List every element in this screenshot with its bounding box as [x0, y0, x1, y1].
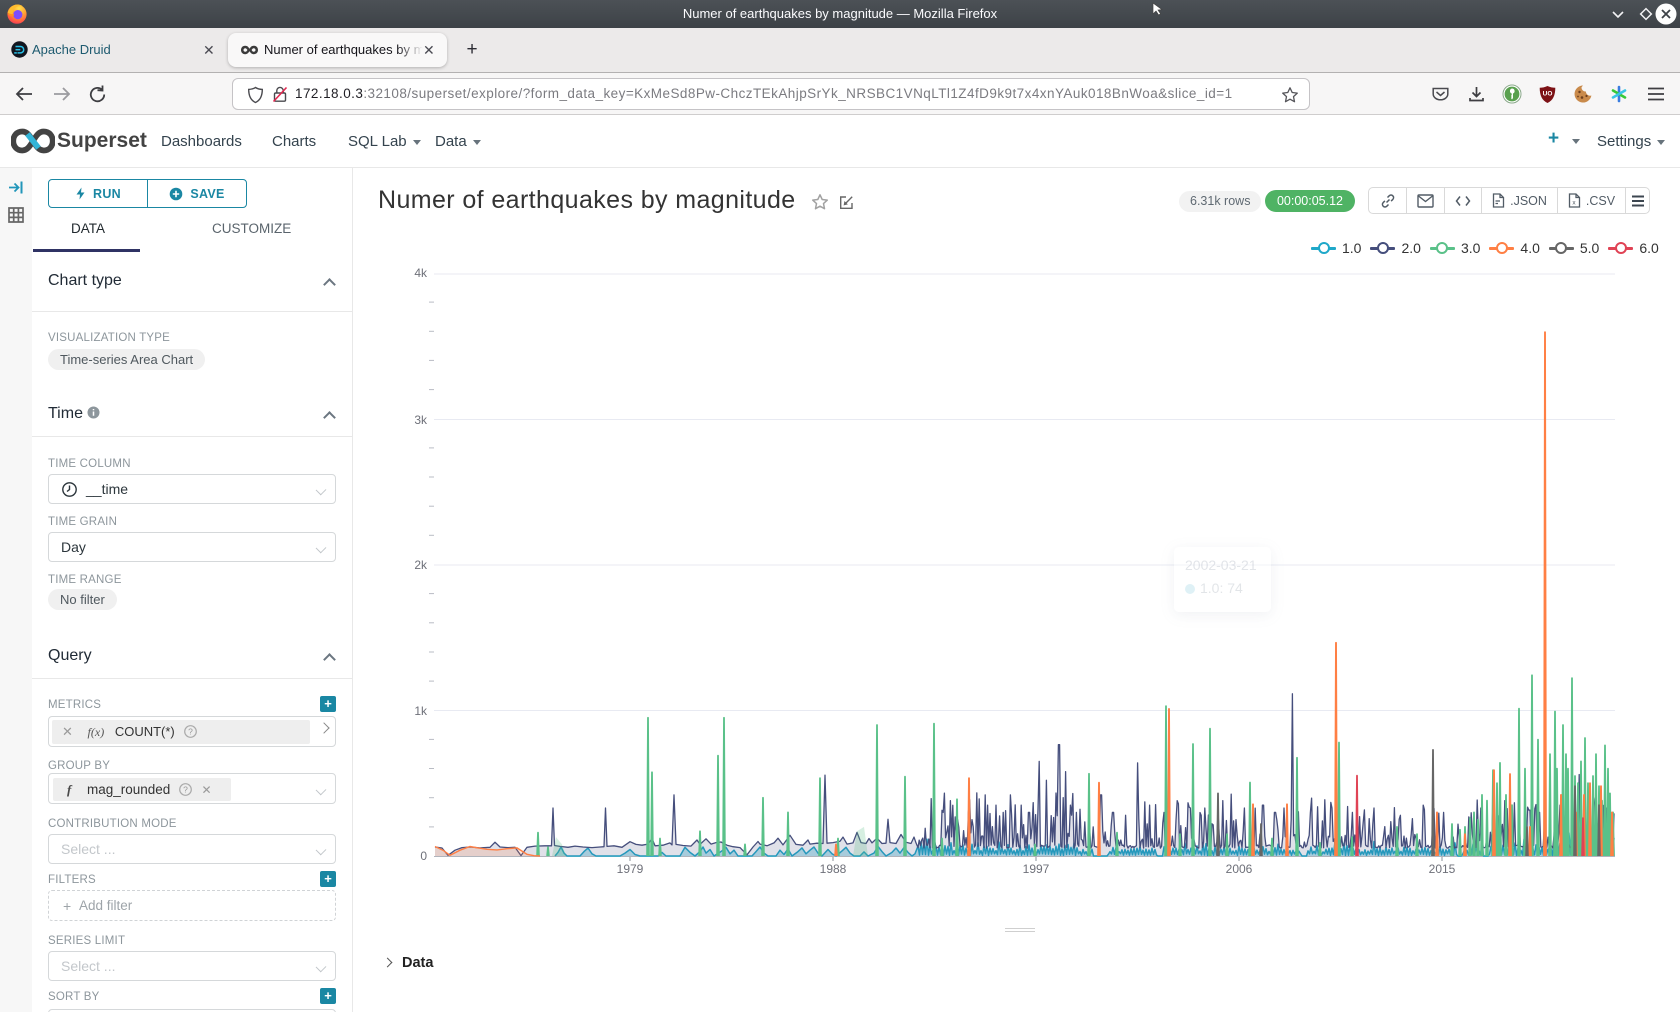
svg-text:?: ?	[183, 784, 188, 794]
svg-text:x: x	[1572, 200, 1576, 207]
svg-text:?: ?	[189, 726, 194, 736]
svg-text:UO: UO	[1543, 91, 1553, 98]
